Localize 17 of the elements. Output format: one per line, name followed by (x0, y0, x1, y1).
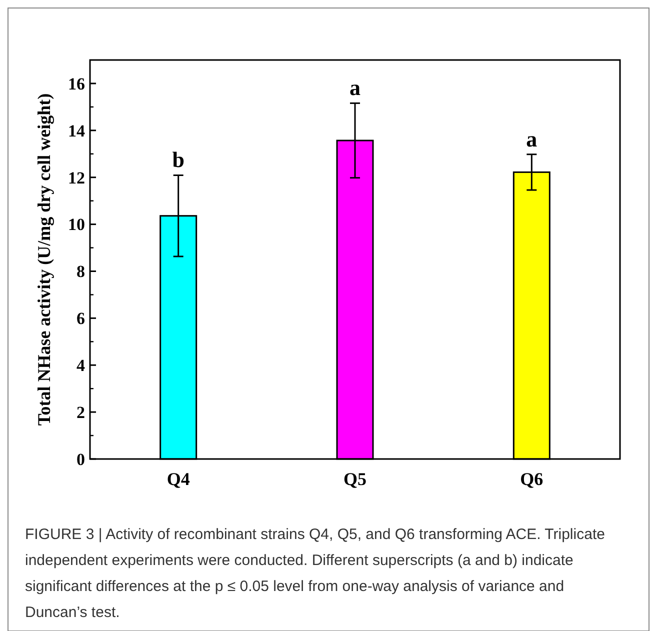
y-tick-label: 2 (76, 403, 85, 422)
annotation: a (350, 75, 360, 100)
y-tick-label: 16 (68, 74, 85, 94)
x-tick-label: Q5 (343, 469, 367, 489)
y-tick-label: 12 (68, 168, 85, 188)
y-tick-label: 6 (76, 309, 85, 328)
caption: FIGURE 3 | Activity of recombinant strains Q4, Q5, and Q6 transforming ACE. Triplicate independent experiments were conducted. Different superscripts (a and b) indicate significant differences at the p ≤ 0.05 level from one-way analysis of variance and Duncan’s test. (25, 526, 605, 621)
annotation: b (172, 147, 184, 172)
y-tick-label: 10 (68, 215, 85, 234)
y-tick-label: 0 (76, 450, 85, 469)
y-tick-label: 4 (76, 356, 86, 376)
y-axis-title: Total NHase activity (U/mg dry cell weight) (34, 93, 54, 426)
y-tick-label: 14 (68, 121, 86, 140)
y-tick-label: 8 (76, 262, 85, 282)
x-tick-label: Q4 (166, 469, 190, 489)
x-tick-label: Q6 (520, 469, 544, 489)
annotation: a (526, 126, 538, 152)
